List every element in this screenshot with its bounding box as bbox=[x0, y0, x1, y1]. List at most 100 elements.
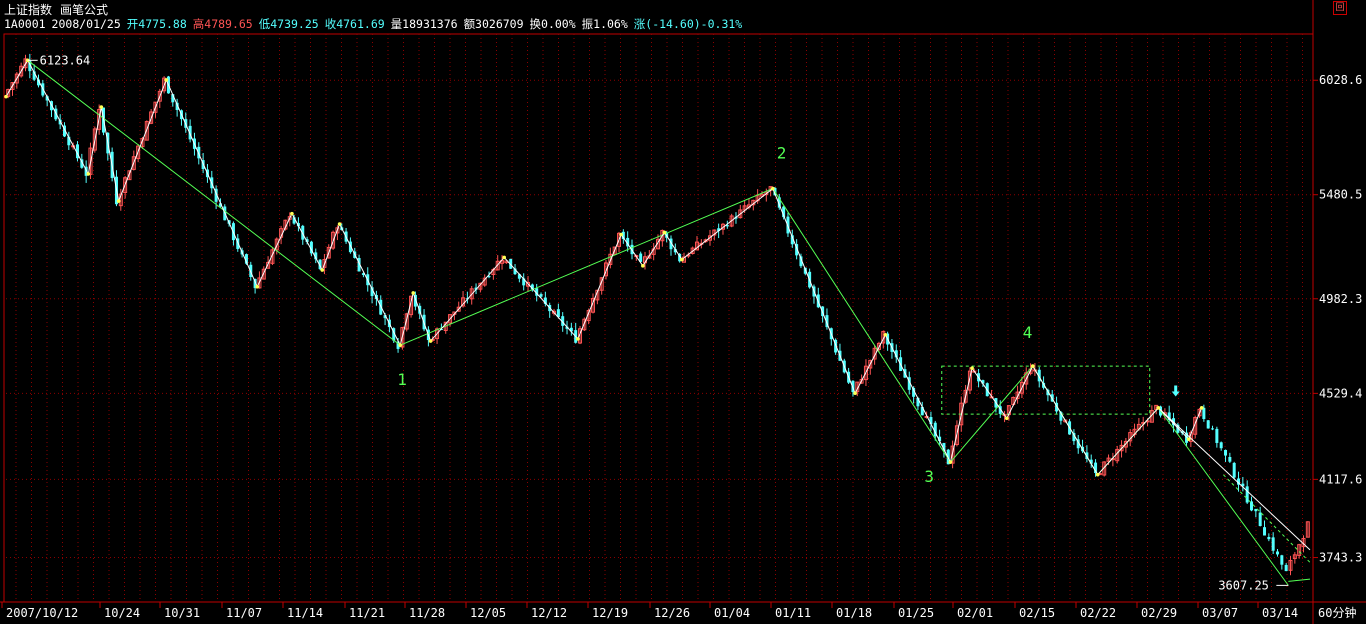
pivot-dot bbox=[1199, 406, 1204, 410]
candle-body bbox=[67, 136, 71, 146]
candle-body bbox=[1123, 440, 1128, 448]
candle-body bbox=[92, 128, 97, 151]
candle-body bbox=[1284, 564, 1288, 572]
candle-body bbox=[1254, 508, 1258, 512]
candle-body bbox=[725, 224, 729, 227]
candle-body bbox=[669, 238, 673, 250]
candle-body bbox=[1202, 407, 1206, 419]
candle-body bbox=[1305, 521, 1310, 538]
candle-body bbox=[764, 191, 769, 196]
pivot-dot bbox=[320, 268, 325, 272]
candle-body bbox=[1072, 432, 1076, 442]
candle-body bbox=[1055, 402, 1059, 412]
candle-body bbox=[863, 365, 868, 381]
candle-body bbox=[261, 268, 266, 280]
candle-body bbox=[45, 96, 49, 101]
x-tick-label: 2007/10/12 bbox=[6, 606, 78, 620]
candle-body bbox=[318, 259, 322, 270]
candle-body bbox=[144, 121, 149, 141]
candle-body bbox=[1046, 389, 1050, 396]
candle-body bbox=[582, 318, 587, 331]
candle-body bbox=[1215, 428, 1219, 443]
pivot-dot bbox=[662, 230, 667, 235]
channel-box bbox=[941, 365, 1151, 415]
x-tick-label: 03/07 bbox=[1202, 606, 1238, 620]
candle-body bbox=[435, 328, 440, 340]
candle-body bbox=[140, 138, 145, 148]
candle-body bbox=[954, 425, 959, 446]
candle-body bbox=[322, 259, 327, 268]
candle-body bbox=[469, 288, 474, 300]
pivot-dot bbox=[1030, 364, 1035, 368]
candle-body bbox=[474, 287, 478, 290]
pivot-dot bbox=[255, 284, 260, 289]
candle-body bbox=[517, 274, 521, 279]
candle-body bbox=[690, 247, 695, 255]
candle-body bbox=[28, 60, 32, 72]
candle-body bbox=[799, 256, 803, 267]
candle-body bbox=[950, 445, 955, 464]
security-code: 1A0001 bbox=[4, 17, 46, 31]
indicator-name[interactable]: 画笔公式 bbox=[60, 3, 109, 17]
close-icon[interactable]: 回 bbox=[1333, 1, 1347, 15]
candle-body bbox=[127, 170, 132, 181]
candle-body bbox=[1232, 462, 1236, 478]
quote-date: 2008/01/25 bbox=[51, 17, 121, 31]
candle-body bbox=[578, 328, 583, 344]
candle-body bbox=[912, 387, 916, 397]
channel-upper-line bbox=[1158, 407, 1311, 551]
period-selector[interactable]: 60分钟 bbox=[1318, 606, 1357, 620]
candle-body bbox=[868, 359, 873, 369]
candle-body bbox=[214, 188, 218, 202]
candle-body bbox=[409, 295, 414, 316]
candle-body bbox=[1106, 457, 1111, 462]
close-value: 收4761.69 bbox=[324, 17, 385, 31]
candle-body bbox=[621, 231, 625, 239]
candle-body bbox=[859, 379, 864, 384]
candle-body bbox=[487, 276, 491, 278]
candle-body bbox=[942, 443, 946, 451]
candle-body bbox=[639, 253, 643, 262]
wave-label: 4 bbox=[1023, 323, 1033, 342]
x-tick-label: 12/26 bbox=[654, 606, 690, 620]
open-value: 开4775.88 bbox=[126, 17, 187, 31]
candle-body bbox=[717, 228, 721, 232]
x-tick-label: 01/11 bbox=[775, 606, 811, 620]
candle-body bbox=[556, 309, 560, 318]
candle-body bbox=[413, 294, 417, 307]
candle-body bbox=[348, 241, 352, 253]
candle-body bbox=[920, 406, 924, 416]
pivot-dot bbox=[619, 232, 623, 237]
candle-body bbox=[790, 235, 794, 245]
candle-body bbox=[1167, 412, 1171, 420]
candle-body bbox=[1089, 459, 1093, 464]
candle-body bbox=[678, 253, 682, 262]
volume-value: 量18931376 bbox=[390, 17, 458, 31]
candle-body bbox=[149, 111, 154, 124]
candle-body bbox=[825, 315, 829, 328]
candle-body bbox=[75, 144, 79, 159]
candle-body bbox=[1297, 544, 1302, 556]
amount-value: 额3026709 bbox=[463, 17, 524, 31]
pivot-dots bbox=[4, 58, 1204, 477]
pivot-dot bbox=[116, 199, 121, 203]
candle-body bbox=[370, 287, 374, 297]
x-tick-label: 12/12 bbox=[531, 606, 567, 620]
candle-body bbox=[1219, 442, 1223, 449]
x-tick-label: 02/01 bbox=[957, 606, 993, 620]
candle-body bbox=[1250, 501, 1254, 511]
candle-body bbox=[617, 232, 622, 247]
candle-body bbox=[933, 422, 937, 437]
x-tick-label: 02/22 bbox=[1080, 606, 1116, 620]
x-tick-label: 02/15 bbox=[1019, 606, 1055, 620]
candle-body bbox=[543, 297, 547, 304]
candle-body bbox=[495, 260, 500, 271]
index-name[interactable]: 上证指数 bbox=[4, 3, 53, 17]
candle-body bbox=[907, 377, 911, 390]
candle-body bbox=[1206, 420, 1210, 429]
x-tick-label: 10/24 bbox=[104, 606, 140, 620]
pivot-dot bbox=[883, 332, 888, 337]
candle-body bbox=[335, 227, 340, 234]
candle-body bbox=[981, 380, 985, 384]
